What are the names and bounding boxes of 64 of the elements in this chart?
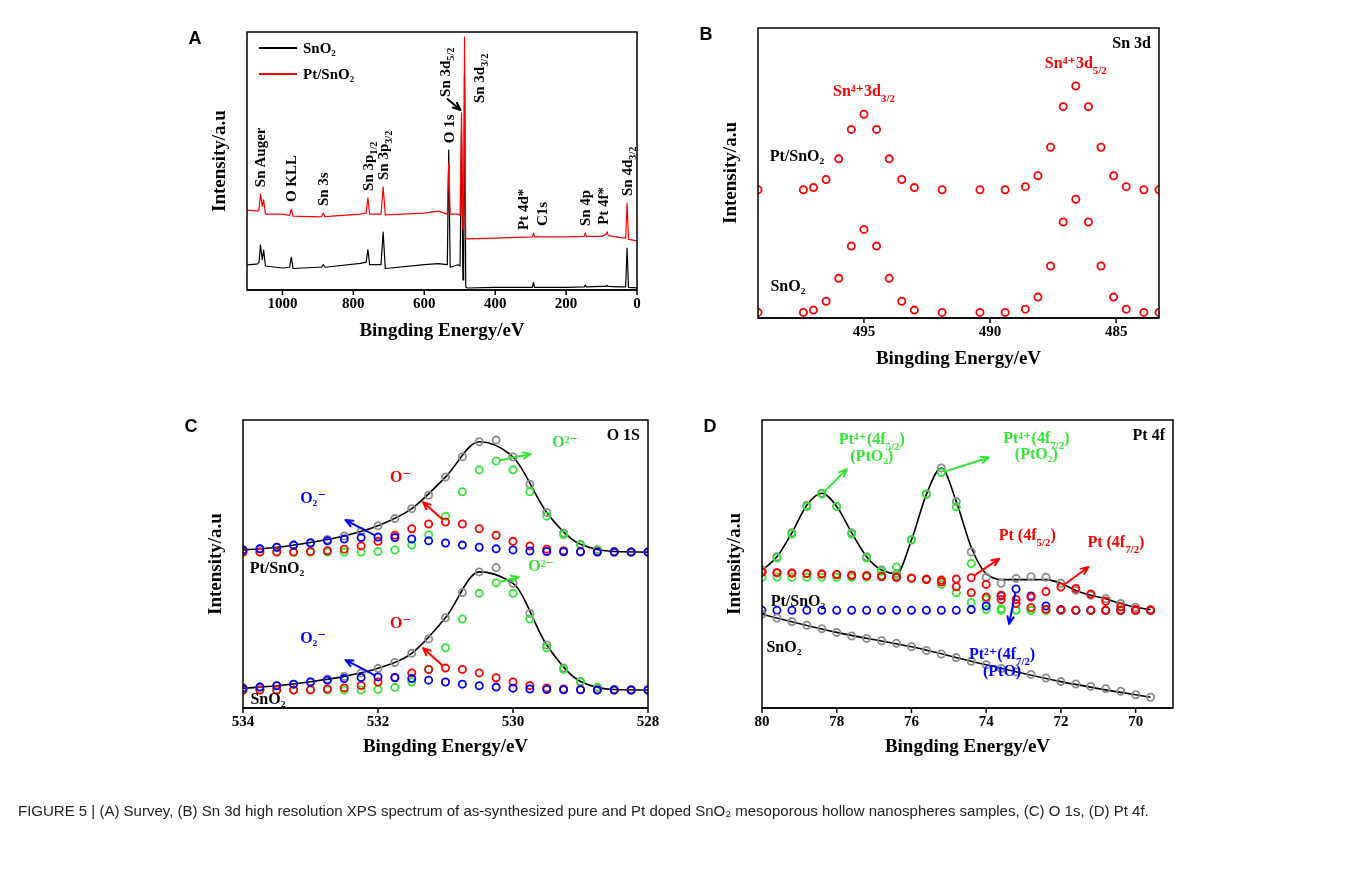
x-tick-label: 70 <box>1128 712 1144 729</box>
x-tick-label: 72 <box>1053 712 1069 729</box>
annotation: Sn⁴⁺3d$_{3/2}$ <box>833 82 895 105</box>
x-tick-label: 74 <box>978 712 995 729</box>
caption: FIGURE 5 | (A) Survey, (B) Sn 3d high resolution XPS spectrum of as-synthesized pure and Pt doped SnO₂ mesoporous hollow nanospheres samples, (C) O 1s, (D) Pt 4f. <box>18 801 1150 821</box>
annotation: Sn 4p <box>577 189 594 227</box>
series-label: SnO₂ <box>250 689 286 707</box>
x-axis-title: Bingding Energy/eV <box>362 735 529 756</box>
text: O⁻ <box>390 468 411 486</box>
x-tick-label: 1000 <box>267 294 298 311</box>
annotation: Sn⁴⁺3d$_{5/2}$ <box>1044 54 1107 76</box>
series-label: SnO₂ <box>766 637 802 655</box>
text: O²⁻ <box>552 432 578 450</box>
x-tick-label: 490 <box>978 322 1002 339</box>
annotation: O KLL <box>283 154 300 203</box>
x-tick-label: 200 <box>554 294 578 311</box>
chart-title: B <box>699 24 713 44</box>
x-tick-label: 0 <box>633 294 641 311</box>
x-tick-label: 600 <box>413 294 436 311</box>
series-label: O²⁻ <box>528 556 554 574</box>
text: Pt⁴⁺(4f$_{7/2}$) (PtO₂) <box>1003 428 1070 464</box>
x-axis-title: Bingding Energy/eV <box>359 319 525 340</box>
annotation: C1s <box>534 201 551 227</box>
series-label: Pt/SnO₂ <box>249 558 305 576</box>
chart-title: D <box>703 416 717 436</box>
chart-title: C <box>184 416 198 436</box>
series-label: SnO₂ <box>770 276 806 294</box>
annotation: Sn Auger <box>252 127 269 188</box>
y-axis-title: Intensity/a.u <box>204 512 225 615</box>
series-label: O₂⁻ <box>300 628 326 646</box>
text: Pt (4f$_{5/2}$) <box>998 525 1056 548</box>
annotation: O 1S <box>606 426 641 443</box>
series-label: Pt/SnO₂ <box>770 591 826 609</box>
x-tick-label: 485 <box>1104 322 1128 339</box>
y-axis-title: Intensity/a.u <box>723 512 744 615</box>
x-tick-label: 530 <box>501 712 525 729</box>
series-label: Pt/SnO₂ <box>769 146 825 164</box>
text: Pt 4f <box>1132 426 1166 443</box>
x-tick-label: 800 <box>342 294 365 311</box>
series-label: Pt⁴⁺(4f$_{5/2}$) (PtO₂) <box>838 430 905 465</box>
x-tick-label: 495 <box>852 322 876 339</box>
legend-label: SnO₂ <box>303 40 337 56</box>
x-tick-label: 76 <box>903 712 920 729</box>
x-tick-label: 532 <box>366 712 390 729</box>
text: Sn 3d <box>1112 34 1152 51</box>
chart-title: A <box>188 28 202 48</box>
x-axis-title: Bingding Energy/eV <box>875 347 1042 368</box>
series-label: Pt (4f$_{7/2}$) <box>1087 533 1145 556</box>
x-tick-label: 80 <box>754 712 770 729</box>
annotation: Pt 4f* <box>595 186 612 225</box>
x-tick-label: 534 <box>231 712 255 729</box>
annotation: O 1s <box>440 114 457 144</box>
y-axis-title: Intensity/a.u <box>208 109 229 212</box>
series-label: O₂⁻ <box>300 489 326 507</box>
legend-label: Pt/SnO₂ <box>303 66 355 82</box>
x-tick-label: 528 <box>636 712 660 729</box>
x-axis-title: Bingding Energy/eV <box>884 735 1051 756</box>
annotation: Pt 4d* <box>515 188 532 230</box>
text: O⁻ <box>390 614 411 632</box>
x-tick-label: 400 <box>483 294 507 311</box>
x-tick-label: 78 <box>829 712 845 729</box>
series-label: Pt²⁺(4f$_{7/2}$) (PtO) <box>968 644 1036 680</box>
annotation: Sn 3s <box>315 172 332 207</box>
y-axis-title: Intensity/a.u <box>719 121 740 224</box>
